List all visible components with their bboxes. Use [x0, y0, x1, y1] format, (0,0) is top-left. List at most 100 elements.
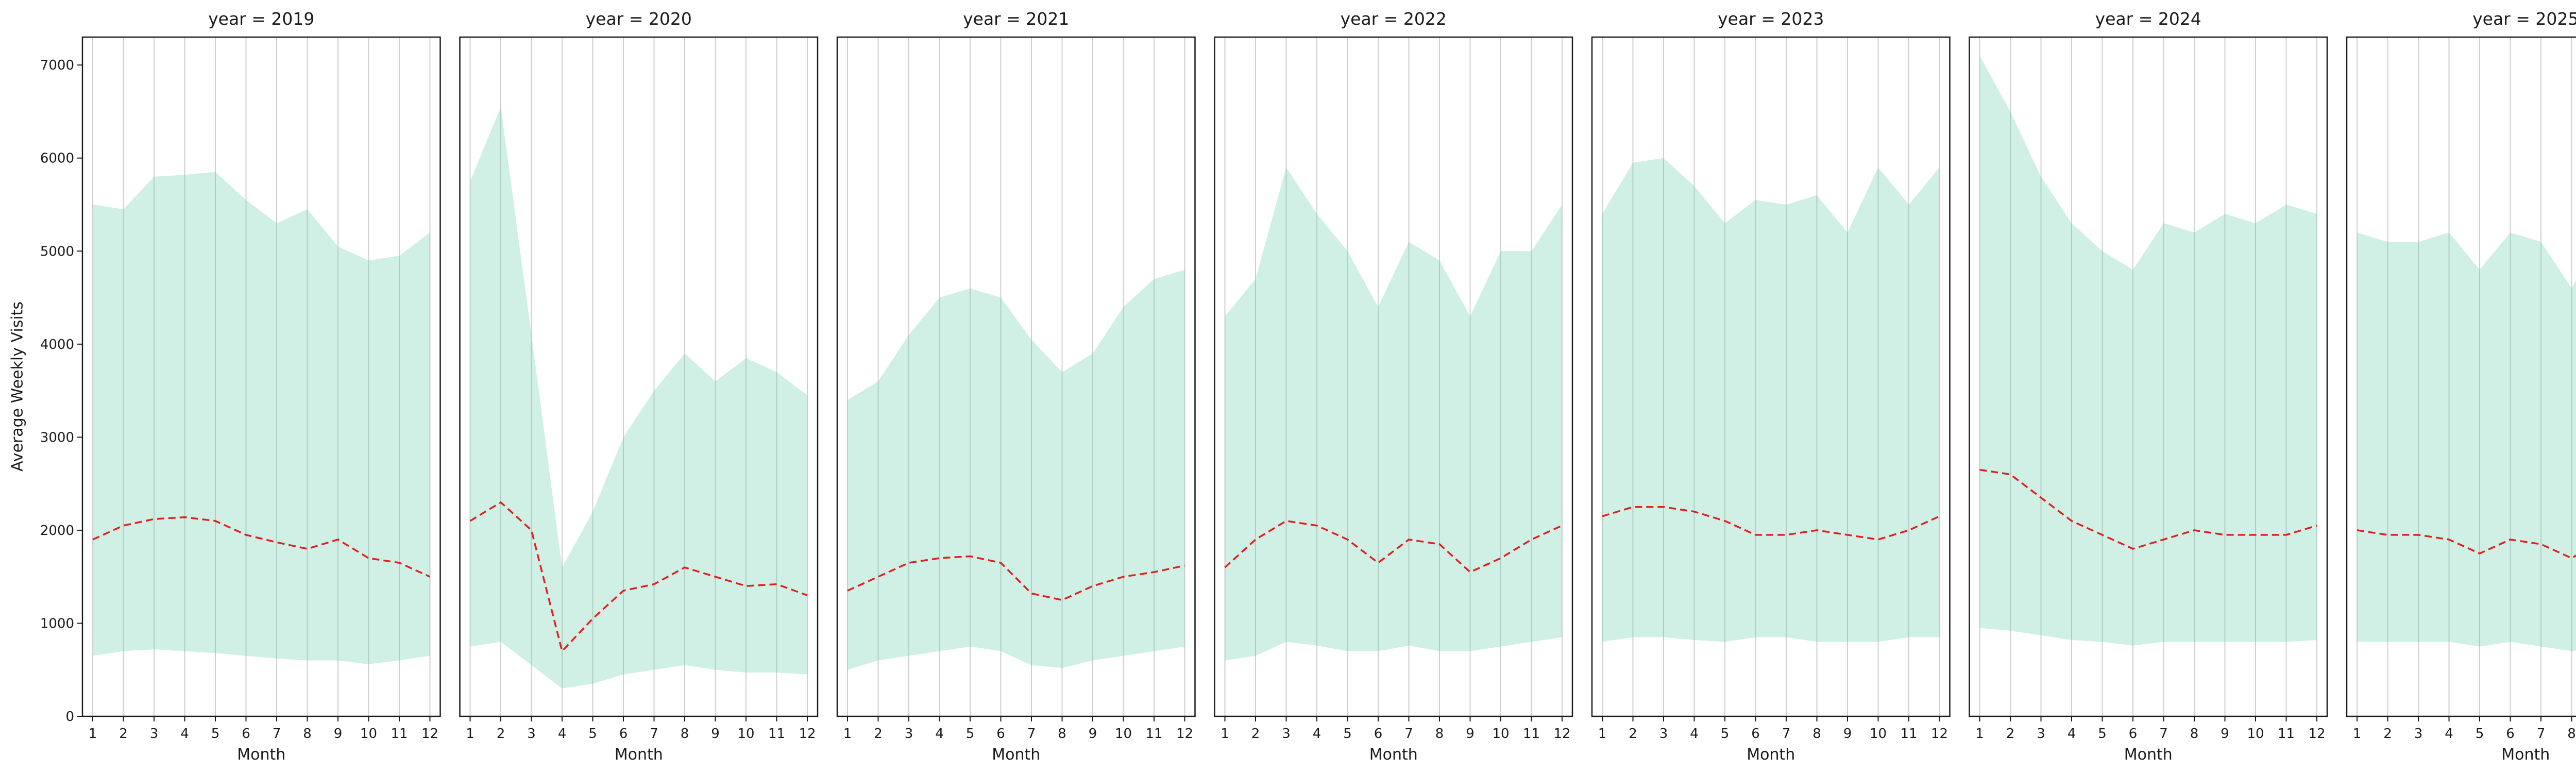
- x-tick-label: 2: [497, 726, 505, 742]
- axes-frame: [1591, 36, 1951, 717]
- x-tick-label: 7: [2159, 726, 2168, 742]
- percentile-band: [470, 107, 807, 688]
- axes-frame: [459, 36, 819, 717]
- percentile-band: [1979, 56, 2317, 646]
- y-tick-label: 3000: [40, 430, 74, 445]
- x-tick-label: 9: [1466, 726, 1475, 742]
- x-tick-label: 4: [1313, 726, 1321, 742]
- percentile-band: [1225, 167, 1562, 661]
- x-axis-label: Month: [237, 746, 285, 764]
- x-tick-label: 10: [737, 726, 754, 742]
- y-tick-label: 4000: [40, 337, 74, 352]
- x-tick-label: 6: [2129, 726, 2138, 742]
- x-tick-label: 12: [1931, 726, 1948, 742]
- x-tick-label: 11: [391, 726, 408, 742]
- axes-frame: [1969, 36, 2328, 717]
- x-tick-label: 11: [1145, 726, 1162, 742]
- x-tick-label: 12: [799, 726, 816, 742]
- x-tick-label: 3: [150, 726, 159, 742]
- median-line: [2357, 529, 2576, 560]
- facet-title: year = 2023: [1718, 9, 1824, 29]
- x-tick-label: 5: [211, 726, 220, 742]
- median-line: [847, 555, 1185, 601]
- facet-title: year = 2019: [208, 9, 314, 29]
- x-tick-label: 7: [1404, 726, 1413, 742]
- axes-frame: [1214, 36, 1573, 717]
- x-tick-label: 2: [1629, 726, 1637, 742]
- x-tick-label: 11: [2278, 726, 2295, 742]
- x-tick-label: 3: [905, 726, 913, 742]
- x-tick-label: 2: [874, 726, 883, 742]
- x-tick-label: 3: [1659, 726, 1668, 742]
- x-tick-label: 2: [2383, 726, 2392, 742]
- x-tick-label: 8: [1058, 726, 1066, 742]
- facet-title: year = 2024: [2095, 9, 2201, 29]
- x-tick-label: 10: [1492, 726, 1509, 742]
- median-line: [469, 501, 808, 653]
- y-tick-label: 5000: [40, 244, 74, 259]
- x-tick-label: 3: [2414, 726, 2423, 742]
- median-line: [92, 516, 431, 578]
- x-tick-label: 1: [2353, 726, 2362, 742]
- x-tick-label: 4: [1690, 726, 1699, 742]
- x-axis-label: Month: [615, 746, 663, 764]
- axes-frame: [81, 36, 441, 717]
- percentile-band: [2357, 232, 2576, 651]
- facet-title: year = 2020: [586, 9, 692, 29]
- x-tick-label: 1: [1598, 726, 1607, 742]
- x-tick-label: 8: [1812, 726, 1821, 742]
- x-tick-label: 7: [1027, 726, 1036, 742]
- x-tick-label: 12: [421, 726, 438, 742]
- x-axis-label: Month: [1747, 746, 1795, 764]
- x-tick-label: 5: [1343, 726, 1352, 742]
- axes-frame: [2346, 36, 2576, 717]
- x-tick-label: 8: [2567, 726, 2576, 742]
- x-tick-label: 2: [2006, 726, 2015, 742]
- median-line: [1979, 468, 2317, 550]
- percentile-band: [1602, 158, 1940, 642]
- x-tick-label: 9: [1089, 726, 1097, 742]
- x-tick-label: 1: [89, 726, 97, 742]
- x-tick-label: 6: [996, 726, 1005, 742]
- facet-title: year = 2022: [1341, 9, 1447, 29]
- median-line: [1224, 520, 1563, 574]
- x-tick-label: 3: [2037, 726, 2045, 742]
- y-tick-label: 7000: [40, 58, 74, 73]
- x-tick-label: 3: [1282, 726, 1291, 742]
- x-tick-label: 10: [2247, 726, 2264, 742]
- x-tick-label: 7: [2537, 726, 2546, 742]
- x-tick-label: 1: [843, 726, 852, 742]
- percentile-band: [93, 172, 430, 664]
- x-tick-label: 4: [558, 726, 567, 742]
- axes-frame: [836, 36, 1196, 717]
- x-tick-label: 5: [2098, 726, 2107, 742]
- x-tick-label: 11: [1900, 726, 1917, 742]
- x-tick-label: 2: [119, 726, 128, 742]
- x-tick-label: 4: [180, 726, 189, 742]
- facet-title: year = 2021: [963, 9, 1069, 29]
- x-tick-label: 6: [242, 726, 250, 742]
- x-tick-label: 6: [1751, 726, 1760, 742]
- x-tick-label: 10: [360, 726, 377, 742]
- x-tick-label: 12: [1176, 726, 1193, 742]
- facet-2025: year = 2025123456789101112Month: [2346, 9, 2576, 764]
- x-tick-label: 4: [935, 726, 944, 742]
- x-axis-label: Month: [992, 746, 1040, 764]
- x-tick-label: 12: [2308, 726, 2325, 742]
- x-tick-label: 9: [334, 726, 343, 742]
- x-tick-label: 7: [273, 726, 281, 742]
- x-axis-label: Month: [1369, 746, 1418, 764]
- x-tick-label: 6: [2506, 726, 2515, 742]
- x-tick-label: 12: [1553, 726, 1570, 742]
- y-tick-label: 1000: [40, 616, 74, 631]
- x-tick-label: 5: [966, 726, 975, 742]
